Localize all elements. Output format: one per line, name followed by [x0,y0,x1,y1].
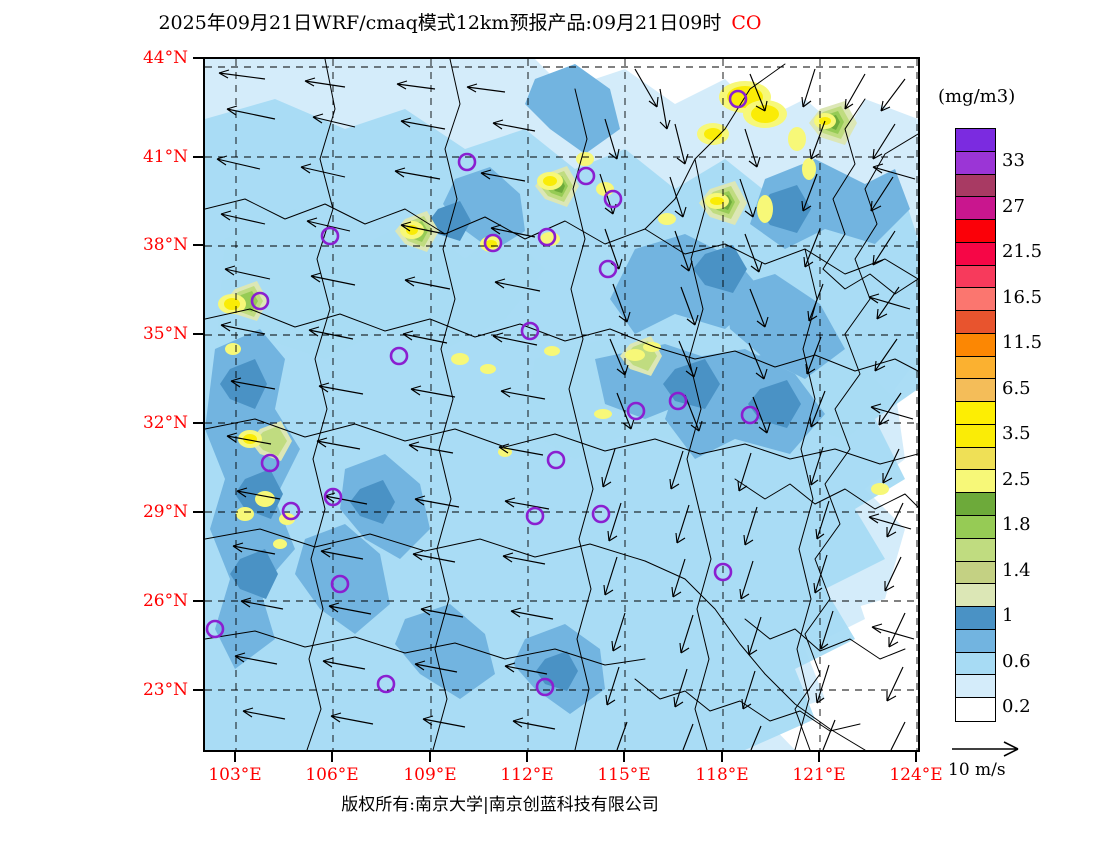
colorbar-label-18: 1.8 [1002,514,1031,535]
tick-lat [193,511,203,513]
colorbar-band-16 [956,493,995,517]
title-text: 2025年09月21日WRF/cmaq模式12km预报产品:09月21日09时 [158,12,722,34]
colorbar-band-5 [956,242,995,266]
axis-label-lon-115e: 115°E [597,765,651,785]
axis-label-lat-32n: 32°N [142,413,188,433]
colorbar-unit: (mg/m3) [938,86,1016,107]
colorbar-band-2 [956,174,995,198]
tick-lon [429,752,431,762]
axis-label-lon-112e: 112°E [500,765,554,785]
colorbar-band-11 [956,379,995,403]
wind-arrow-icon [952,741,1019,757]
colorbar-band-15 [956,470,995,494]
axis-label-lat-38n: 38°N [142,235,188,255]
colorbar-label-65: 6.5 [1002,378,1031,399]
axis-label-lat-23n: 23°N [142,680,188,700]
colorbar-band-14 [956,447,995,471]
colorbar-band-4 [956,220,995,243]
colorbar-label-02: 0.2 [1002,696,1031,717]
tick-lat [193,600,203,602]
axis-label-lat-29n: 29°N [142,502,188,522]
colorbar-band-20 [956,584,995,608]
colorbar-band-25 [956,698,995,721]
colorbar-band-12 [956,402,995,425]
tick-lon [818,752,820,762]
copyright-footer: 版权所有:南京大学|南京创蓝科技有限公司 [341,795,659,815]
colorbar-band-9 [956,333,995,357]
colorbar-band-8 [956,311,995,334]
tick-lat [193,244,203,246]
colorbar-label-215: 21.5 [1002,241,1043,262]
colorbar-band-24 [956,675,995,699]
colorbar-band-21 [956,607,995,630]
tick-lon [915,752,917,762]
colorbar-band-1 [956,151,995,175]
axis-label-lon-109e: 109°E [403,765,457,785]
colorbar-label-35: 3.5 [1002,423,1031,444]
tick-lon [234,752,236,762]
axis-label-lon-121e: 121°E [792,765,846,785]
colorbar-band-6 [956,265,995,289]
colorbar-label-165: 16.5 [1002,287,1043,308]
tick-lat [193,689,203,691]
colorbar-label-25: 2.5 [1002,469,1031,490]
tick-lat [193,156,203,158]
tick-lon [331,752,333,762]
colorbar-label-115: 11.5 [1002,332,1043,353]
colorbar-band-10 [956,356,995,380]
colorbar-band-17 [956,516,995,539]
axis-label-lat-26n: 26°N [142,591,188,611]
axis-label-lon-118e: 118°E [695,765,749,785]
colorbar-band-13 [956,424,995,448]
colorbar-band-18 [956,538,995,562]
forecast-map [203,57,920,752]
axis-label-lon-124e: 124°E [889,765,943,785]
colorbar-label-33: 33 [1002,150,1025,171]
species-label: CO [731,12,762,34]
tick-lon [623,752,625,762]
colorbar [955,128,996,722]
axis-label-lat-35n: 35°N [142,324,188,344]
tick-lat [193,422,203,424]
tick-lon [526,752,528,762]
colorbar-band-0 [956,129,995,152]
tick-lon [721,752,723,762]
axis-label-lat-44n: 44°N [142,48,188,68]
wind-scale-label: 10 m/s [948,760,1006,780]
colorbar-band-19 [956,561,995,585]
colorbar-band-3 [956,197,995,221]
tick-lat [193,57,203,59]
axis-label-lon-103e: 103°E [208,765,262,785]
wind-scale-key: 10 m/s [948,738,1098,780]
colorbar-label-06: 0.6 [1002,651,1031,672]
city-markers [205,89,760,697]
colorbar-band-23 [956,652,995,676]
page-title: 2025年09月21日WRF/cmaq模式12km预报产品:09月21日09时 C… [0,8,920,35]
colorbar-label-27: 27 [1002,196,1025,217]
tick-lat [193,333,203,335]
map-canvas [205,59,918,750]
colorbar-label-1: 1 [1002,605,1014,626]
axis-label-lat-41n: 41°N [142,147,188,167]
colorbar-band-22 [956,629,995,653]
colorbar-label-14: 1.4 [1002,560,1031,581]
wind-vectors [216,68,916,750]
colorbar-band-7 [956,288,995,312]
axis-label-lon-106e: 106°E [305,765,359,785]
